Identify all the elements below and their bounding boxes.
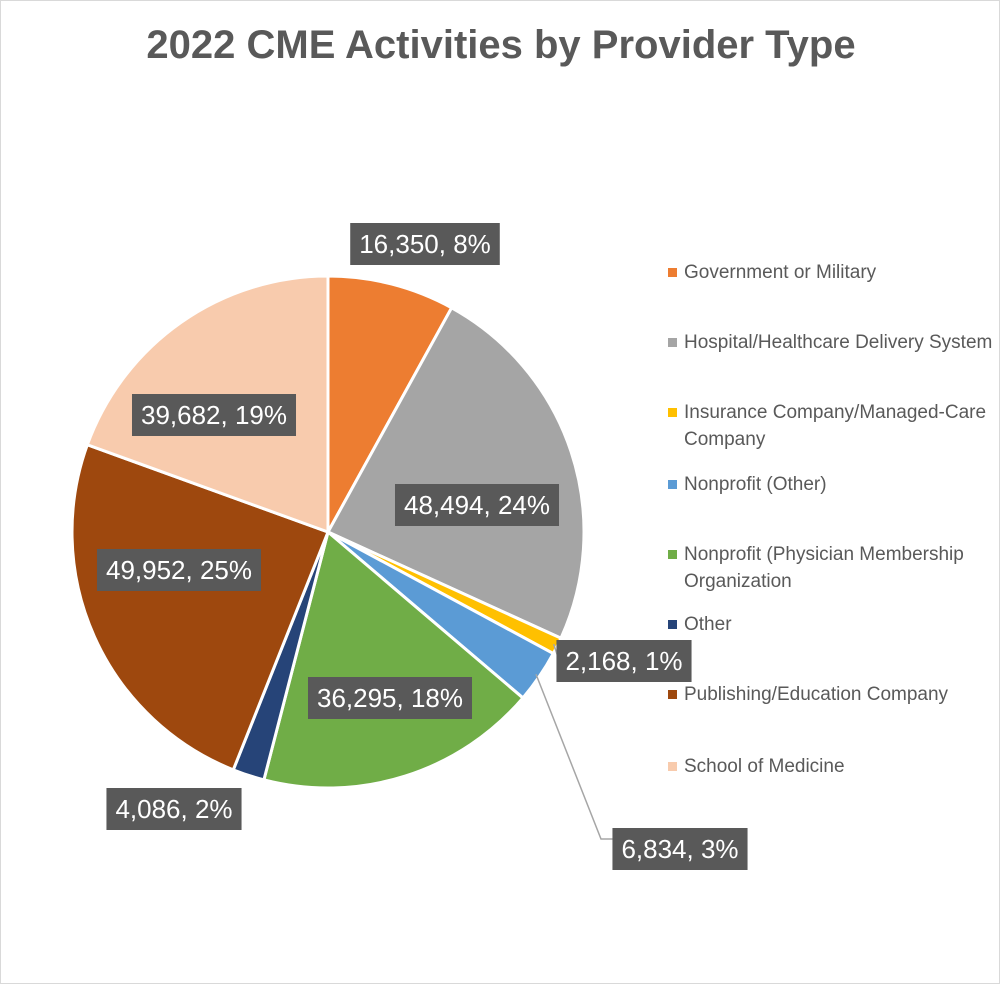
legend-item-other: Other: [666, 611, 1000, 638]
legend-swatch: [668, 408, 677, 417]
data-label-school-of-medicine: 39,682, 19%: [131, 394, 297, 436]
legend-swatch: [668, 338, 677, 347]
data-label-text: 2,168, 1%: [565, 646, 682, 676]
legend-item-hospital-healthcare-delivery-system: Hospital/Healthcare Delivery System: [666, 329, 1000, 356]
legend-label: Government or Military: [684, 262, 877, 283]
legend-item-publishing-education-company: Publishing/Education Company: [666, 681, 1000, 708]
data-label-text: 16,350, 8%: [359, 229, 491, 259]
legend-label: Other: [684, 614, 732, 635]
data-label-text: 39,682, 19%: [141, 400, 287, 430]
data-label-text: 36,295, 18%: [317, 683, 463, 713]
data-label-publishing-education-company: 49,952, 25%: [96, 549, 262, 591]
data-label-box: [350, 223, 500, 265]
data-label-text: 49,952, 25%: [106, 555, 252, 585]
data-label-hospital-healthcare-delivery-system: 48,494, 24%: [394, 484, 560, 526]
data-label-box: [556, 640, 692, 682]
legend-label: Nonprofit (Physician Membership Organiza…: [684, 544, 964, 592]
legend-item-insurance-company-managed-care-company: Insurance Company/Managed-Care Company: [666, 399, 1000, 453]
legend-item-school-of-medicine: School of Medicine: [666, 753, 1000, 780]
legend-label: Nonprofit (Other): [684, 474, 827, 495]
data-label-box: [307, 677, 473, 719]
legend-item-government-or-military: Government or Military: [666, 259, 1000, 286]
data-label-nonprofit-physician-membership-organization: 36,295, 18%: [307, 677, 473, 719]
legend-label: Insurance Company/Managed-Care Company: [684, 402, 987, 450]
pie-slice-publishing-education-company: [70, 443, 330, 772]
pie-slice-hospital-healthcare-delivery-system: [326, 306, 586, 640]
legend-swatch: [668, 620, 677, 629]
data-label-nonprofit-other: 6,834, 3%: [612, 828, 748, 870]
data-label-box: [394, 484, 560, 526]
data-label-box: [131, 394, 297, 436]
legend-swatch: [668, 690, 677, 699]
legend-label: School of Medicine: [684, 756, 845, 777]
data-label-text: 4,086, 2%: [115, 794, 232, 824]
data-label-box: [96, 549, 262, 591]
legend-label: Hospital/Healthcare Delivery System: [684, 332, 993, 353]
legend-swatch: [668, 762, 677, 771]
data-label-other: 4,086, 2%: [106, 788, 242, 830]
pie-slice-government-or-military: [326, 274, 454, 534]
data-label-insurance-company-managed-care-company: 2,168, 1%: [556, 640, 692, 682]
data-label-box: [106, 788, 242, 830]
legend-item-nonprofit-physician-membership-organization: Nonprofit (Physician Membership Organiza…: [666, 541, 1000, 595]
leader-line-nonprofit-other: [535, 673, 613, 840]
chart-title: 2022 CME Activities by Provider Type: [146, 23, 856, 67]
legend-label: Publishing/Education Company: [684, 684, 949, 705]
legend-swatch: [668, 550, 677, 559]
legend-swatch: [668, 268, 677, 277]
legend-swatch: [668, 480, 677, 489]
data-label-text: 48,494, 24%: [404, 490, 550, 520]
legend-item-nonprofit-other: Nonprofit (Other): [666, 471, 1000, 498]
data-label-government-or-military: 16,350, 8%: [350, 223, 500, 265]
data-label-text: 6,834, 3%: [621, 834, 738, 864]
pie-slice-nonprofit-physician-membership-organization: [262, 530, 525, 790]
data-label-box: [612, 828, 748, 870]
